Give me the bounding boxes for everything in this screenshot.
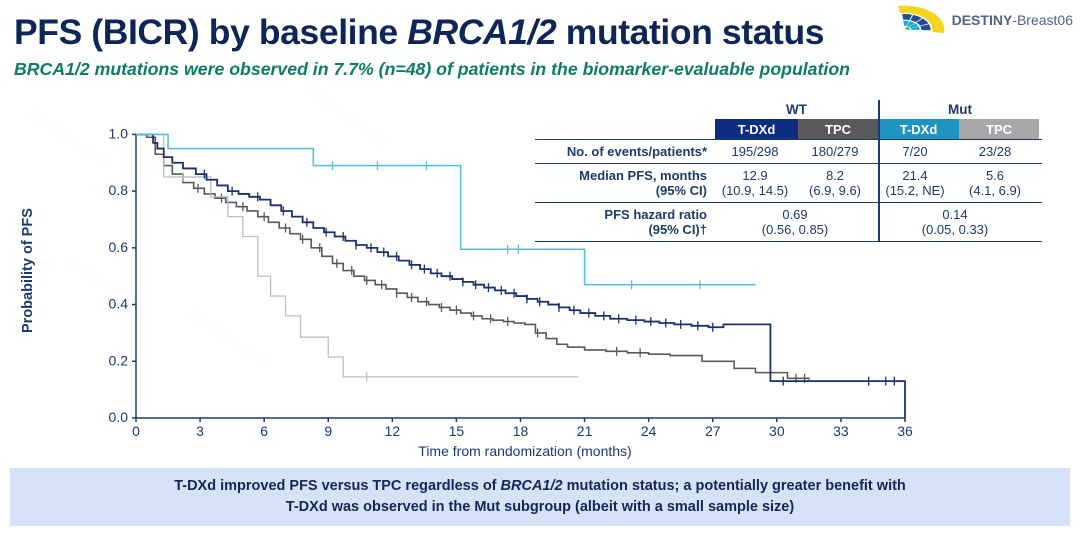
- svg-text:24: 24: [641, 423, 657, 439]
- svg-text:1.0: 1.0: [109, 125, 129, 141]
- svg-text:18: 18: [513, 423, 529, 439]
- svg-text:0.2: 0.2: [109, 352, 129, 368]
- svg-text:0.4: 0.4: [109, 296, 129, 312]
- svg-text:0: 0: [132, 423, 140, 439]
- svg-text:36: 36: [897, 423, 913, 439]
- svg-text:0.0: 0.0: [109, 409, 129, 425]
- svg-text:0.6: 0.6: [109, 239, 129, 255]
- svg-text:6: 6: [260, 423, 268, 439]
- svg-text:33: 33: [833, 423, 849, 439]
- svg-text:3: 3: [196, 423, 204, 439]
- svg-text:30: 30: [769, 423, 785, 439]
- svg-text:0.8: 0.8: [109, 182, 129, 198]
- svg-text:27: 27: [705, 423, 721, 439]
- svg-text:21: 21: [577, 423, 593, 439]
- svg-text:15: 15: [449, 423, 465, 439]
- svg-text:9: 9: [324, 423, 332, 439]
- svg-text:12: 12: [385, 423, 401, 439]
